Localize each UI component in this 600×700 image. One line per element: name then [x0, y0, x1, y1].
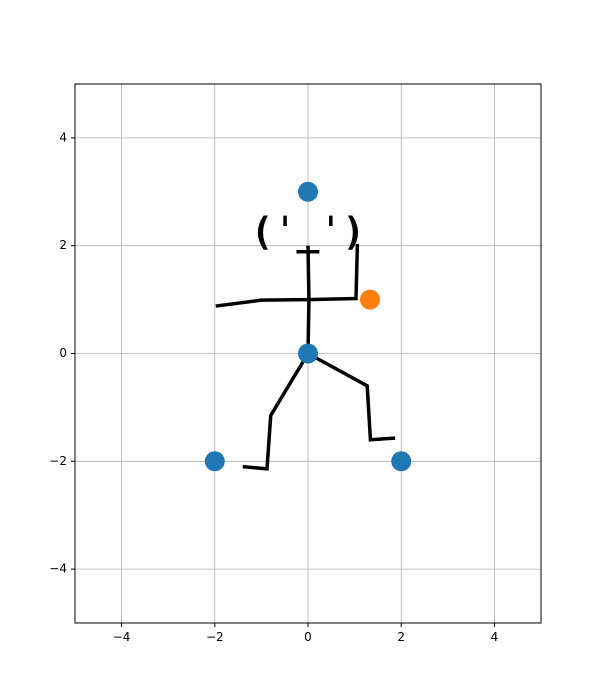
figure-line-right-leg — [307, 351, 396, 442]
scatter-point — [359, 289, 380, 310]
y-tick-label: −4 — [49, 562, 67, 576]
y-tick-label: 4 — [59, 130, 67, 144]
scatter-point — [391, 451, 412, 472]
face-annotation: (ˈ_ˈ) — [251, 209, 365, 253]
figure-line-left-leg — [242, 352, 310, 471]
x-tick-label: −2 — [206, 630, 224, 644]
y-tick-label: 0 — [59, 346, 67, 360]
stick-figure-lines — [215, 244, 396, 471]
axes: −4 −2 0 2 4 −4 −2 0 2 4 — [49, 83, 542, 644]
y-tick-label: 2 — [59, 238, 67, 252]
y-tick-label: −2 — [49, 454, 67, 468]
scatter-point — [298, 181, 318, 202]
figure-line-left-arm — [215, 297, 309, 308]
scatter-point — [204, 451, 225, 472]
scatter-point — [298, 343, 318, 364]
figure-line-right-arm — [307, 244, 360, 302]
x-tick-label: −4 — [113, 630, 131, 644]
x-tick-label: 0 — [304, 630, 312, 644]
scatter-points — [204, 181, 412, 472]
x-tick-label: 2 — [397, 630, 405, 644]
annotations: (ˈ_ˈ) — [251, 209, 365, 253]
x-tick-label: 4 — [491, 630, 499, 644]
